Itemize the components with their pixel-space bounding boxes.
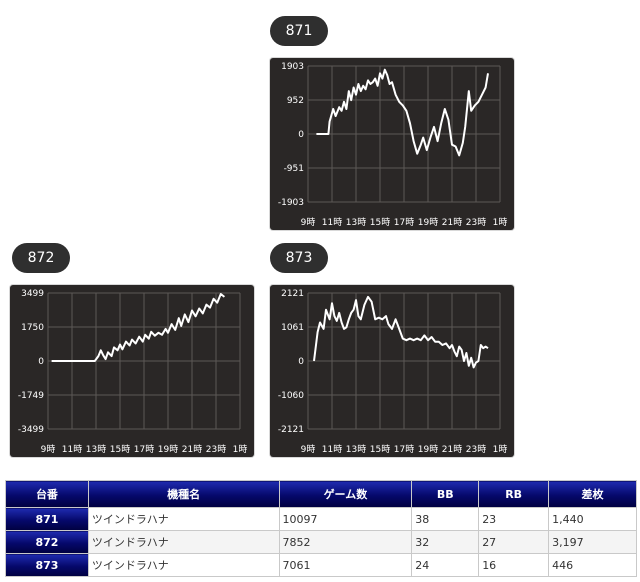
cell-model-name: ツインドラハナ <box>87 553 280 577</box>
cell-rb: 27 <box>478 530 550 554</box>
chart-873-plot: 2121 1061 0 -1060 -2121 9時 11時 13時 15時 17時 19時 21時 2… <box>278 289 508 455</box>
x-tick-label: 11時 <box>322 217 342 228</box>
cell-model-name: ツインドラハナ <box>87 507 280 531</box>
x-tick-label: 11時 <box>322 444 342 455</box>
table-header-row: 台番 機種名 ゲーム数 BB RB 差枚 <box>5 480 637 508</box>
cell-machine-number[interactable]: 872 <box>5 530 89 554</box>
y-tick-label: 1061 <box>281 323 304 333</box>
series-line <box>51 293 226 362</box>
x-tick-label: 1時 <box>493 217 508 228</box>
cell-game-count: 7852 <box>278 530 413 554</box>
x-tick-label: 23時 <box>466 444 486 455</box>
x-tick-label: 13時 <box>86 444 106 455</box>
cell-rb: 23 <box>478 507 550 531</box>
y-tick-label: 2121 <box>281 289 304 299</box>
machine-872-label: 872 <box>12 243 70 273</box>
cell-game-count: 10097 <box>278 507 413 531</box>
header-game-count: ゲーム数 <box>278 480 413 508</box>
y-tick-label: -3499 <box>18 425 44 435</box>
chart-873: 2121 1061 0 -1060 -2121 9時 11時 13時 15時 17時 19時 21時 2… <box>270 285 514 457</box>
x-tick-label: 13時 <box>346 217 366 228</box>
cell-model-name: ツインドラハナ <box>87 530 280 554</box>
chart-871: 1903 952 0 -951 -1903 9時 11時 13時 15時 17時 19時 21時 23時… <box>270 58 514 230</box>
cell-rb: 16 <box>478 553 550 577</box>
x-tick-label: 17時 <box>394 444 414 455</box>
x-tick-label: 13時 <box>346 444 366 455</box>
machine-data-table: 台番 機種名 ゲーム数 BB RB 差枚 871 ツインドラハナ 10097 3… <box>5 480 637 577</box>
table-row: 872 ツインドラハナ 7852 32 27 3,197 <box>5 530 637 554</box>
x-tick-label: 15時 <box>370 444 390 455</box>
machine-871-label: 871 <box>270 16 328 46</box>
y-tick-label: -951 <box>284 164 304 174</box>
y-tick-label: 952 <box>287 96 304 106</box>
x-tick-label: 1時 <box>493 444 508 455</box>
table-row: 873 ツインドラハナ 7061 24 16 446 <box>5 553 637 577</box>
x-tick-label: 19時 <box>418 217 438 228</box>
cell-machine-number[interactable]: 873 <box>5 553 89 577</box>
x-tick-label: 9時 <box>301 444 316 455</box>
cell-diff: 1,440 <box>548 507 637 531</box>
chart-872: 3499 1750 0 -1749 -3499 9時 11時 13時 15時 17時 19時 21時 2… <box>10 285 254 457</box>
y-tick-label: 1750 <box>21 323 44 333</box>
y-tick-label: 0 <box>38 357 44 367</box>
series-line <box>316 68 489 157</box>
cell-bb: 38 <box>411 507 480 531</box>
series-line <box>313 295 489 369</box>
cell-machine-number[interactable]: 871 <box>5 507 89 531</box>
x-tick-label: 21時 <box>442 444 462 455</box>
cell-diff: 3,197 <box>548 530 637 554</box>
x-tick-label: 11時 <box>62 444 82 455</box>
x-tick-label: 23時 <box>466 217 486 228</box>
cell-diff: 446 <box>548 553 637 577</box>
x-tick-label: 19時 <box>158 444 178 455</box>
y-tick-label: 3499 <box>21 289 44 299</box>
x-tick-label: 1時 <box>233 444 248 455</box>
y-tick-label: 0 <box>298 130 304 140</box>
cell-game-count: 7061 <box>278 553 413 577</box>
cell-bb: 32 <box>411 530 480 554</box>
y-tick-label: 1903 <box>281 62 304 72</box>
header-bb: BB <box>411 480 480 508</box>
x-tick-label: 21時 <box>442 217 462 228</box>
x-tick-label: 23時 <box>206 444 226 455</box>
chart-871-plot: 1903 952 0 -951 -1903 9時 11時 13時 15時 17時 19時 21時 23時… <box>278 62 508 228</box>
header-rb: RB <box>478 480 550 508</box>
x-tick-label: 15時 <box>110 444 130 455</box>
table-row: 871 ツインドラハナ 10097 38 23 1,440 <box>5 507 637 531</box>
x-tick-label: 15時 <box>370 217 390 228</box>
chart-872-plot: 3499 1750 0 -1749 -3499 9時 11時 13時 15時 17時 19時 21時 2… <box>18 289 248 455</box>
x-tick-label: 9時 <box>41 444 56 455</box>
y-tick-label: -2121 <box>278 425 304 435</box>
x-tick-label: 19時 <box>418 444 438 455</box>
y-tick-label: -1749 <box>18 391 44 401</box>
header-machine-number: 台番 <box>5 480 89 508</box>
x-tick-label: 9時 <box>301 217 316 228</box>
machine-873-label: 873 <box>270 243 328 273</box>
header-model-name: 機種名 <box>87 480 280 508</box>
y-tick-label: 0 <box>298 357 304 367</box>
x-tick-label: 17時 <box>394 217 414 228</box>
x-tick-label: 21時 <box>182 444 202 455</box>
header-diff: 差枚 <box>548 480 637 508</box>
x-tick-label: 17時 <box>134 444 154 455</box>
y-tick-label: -1903 <box>278 198 304 208</box>
y-tick-label: -1060 <box>278 391 304 401</box>
cell-bb: 24 <box>411 553 480 577</box>
